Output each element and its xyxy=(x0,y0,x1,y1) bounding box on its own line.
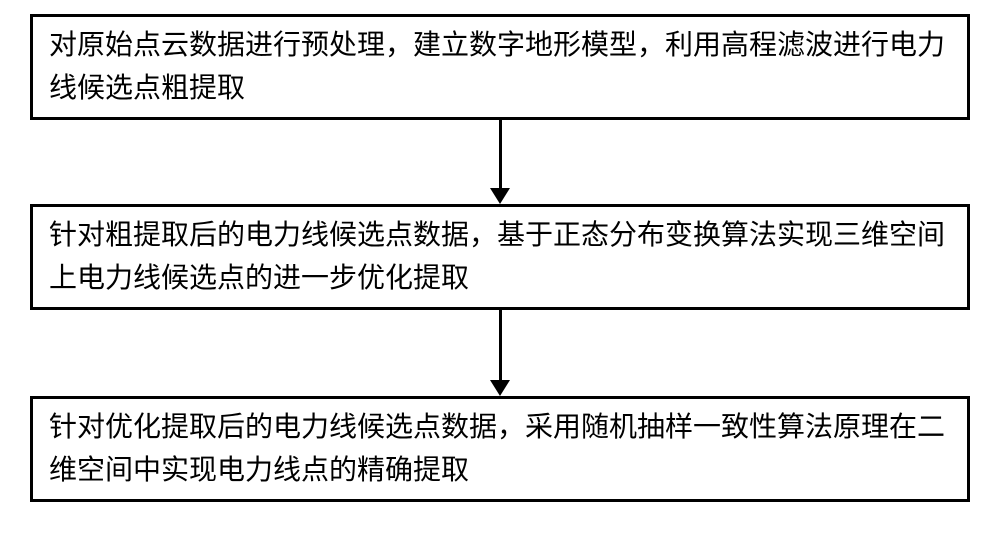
flow-arrow-1-line xyxy=(499,120,502,190)
flow-step-2: 针对粗提取后的电力线候选点数据，基于正态分布变换算法实现三维空间上电力线候选点的… xyxy=(30,204,970,310)
flow-step-1: 对原始点云数据进行预处理，建立数字地形模型，利用高程滤波进行电力线候选点粗提取 xyxy=(30,14,970,120)
flow-arrow-2-head xyxy=(490,380,510,396)
flow-step-2-text: 针对粗提取后的电力线候选点数据，基于正态分布变换算法实现三维空间上电力线候选点的… xyxy=(49,214,951,301)
flow-step-3-text: 针对优化提取后的电力线候选点数据，采用随机抽样一致性算法原理在二维空间中实现电力… xyxy=(49,406,951,493)
flow-arrow-2-line xyxy=(499,310,502,382)
flowchart-canvas: 对原始点云数据进行预处理，建立数字地形模型，利用高程滤波进行电力线候选点粗提取 … xyxy=(0,0,1000,536)
flow-step-3: 针对优化提取后的电力线候选点数据，采用随机抽样一致性算法原理在二维空间中实现电力… xyxy=(30,396,970,502)
flow-arrow-1-head xyxy=(490,188,510,204)
flow-step-1-text: 对原始点云数据进行预处理，建立数字地形模型，利用高程滤波进行电力线候选点粗提取 xyxy=(49,24,951,111)
